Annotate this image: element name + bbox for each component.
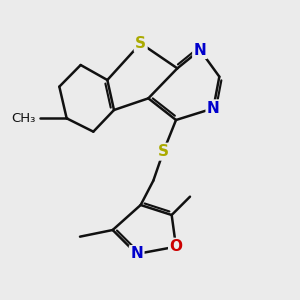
Text: CH₃: CH₃: [12, 112, 36, 125]
Text: S: S: [158, 144, 169, 159]
Text: S: S: [135, 36, 146, 51]
Text: N: N: [207, 101, 220, 116]
Text: O: O: [169, 239, 182, 254]
Text: N: N: [194, 43, 206, 58]
Text: N: N: [130, 247, 143, 262]
